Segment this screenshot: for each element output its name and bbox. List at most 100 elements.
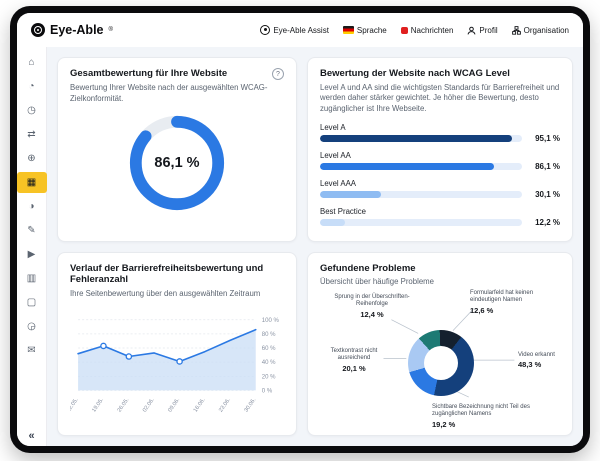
problem-label-visible-name: Sichtbare Bezeichnung nicht Teil des zug… bbox=[432, 404, 556, 429]
svg-text:60 %: 60 % bbox=[262, 346, 276, 352]
sidebar-item-stats[interactable]: ▥ bbox=[26, 273, 37, 284]
device-frame: Eye-Able ® Eye-Able Assist Sprache Nachr… bbox=[10, 6, 590, 453]
wcag-bar-fill bbox=[320, 163, 494, 171]
svg-text:16.06.: 16.06. bbox=[193, 397, 207, 414]
wcag-levels-card: Bewertung der Website nach WCAG Level Le… bbox=[307, 57, 573, 242]
wcag-bar-track bbox=[320, 219, 522, 227]
problem-text: Video erkannt bbox=[518, 351, 555, 358]
wcag-bar-label: Best Practice bbox=[320, 207, 366, 217]
wcag-bar-fill bbox=[320, 135, 513, 143]
sidebar-collapse-button[interactable]: « bbox=[28, 430, 35, 442]
svg-text:26.05.: 26.05. bbox=[117, 397, 131, 414]
problem-label-text-contrast: Textkontrast nicht ausreichend 20,1 % bbox=[322, 348, 386, 373]
sidebar-item-web[interactable]: ⊕ bbox=[27, 153, 36, 164]
svg-text:100 %: 100 % bbox=[262, 318, 280, 324]
sidebar-item-support[interactable]: ✉ bbox=[27, 345, 36, 356]
messages-label: Nachrichten bbox=[410, 25, 454, 35]
problem-label-heading-order: Sprung in der Überschriften-Reihenfolge … bbox=[334, 294, 410, 319]
svg-text:23.06.: 23.06. bbox=[218, 397, 232, 414]
sidebar-item-report[interactable]: ▦ bbox=[17, 172, 47, 193]
wcag-bar-row: Level A 95,1 % bbox=[320, 123, 560, 143]
problem-label-video: Video erkannt 48,3 % bbox=[518, 352, 562, 370]
wcag-card-title: Bewertung der Website nach WCAG Level bbox=[320, 68, 510, 79]
wcag-bar-row: Level AA 86,1 % bbox=[320, 151, 560, 171]
problems-donut[interactable] bbox=[408, 329, 474, 396]
assist-label: Eye-Able Assist bbox=[273, 25, 329, 35]
organisation-label: Organisation bbox=[523, 25, 569, 35]
messages-menu-item[interactable]: Nachrichten bbox=[400, 25, 454, 35]
wcag-bar-track bbox=[320, 135, 522, 143]
language-menu-item[interactable]: Sprache bbox=[342, 26, 387, 35]
wcag-bar-value: 30,1 % bbox=[535, 190, 560, 200]
svg-text:0 %: 0 % bbox=[262, 388, 273, 394]
problems-donut-hole bbox=[424, 345, 458, 380]
wcag-bar-value: 95,1 % bbox=[535, 134, 560, 144]
svg-text:12.05.: 12.05. bbox=[70, 397, 80, 414]
sidebar-item-launch[interactable]: ▶ bbox=[27, 249, 36, 260]
wcag-card-description: Level A und AA sind die wichtigsten Stan… bbox=[320, 82, 560, 113]
sidebar-item-schedule[interactable]: ◶ bbox=[27, 321, 36, 332]
assist-menu-item[interactable]: Eye-Able Assist bbox=[260, 25, 329, 35]
problem-value: 20,1 % bbox=[342, 363, 366, 373]
overall-donut-arc bbox=[129, 115, 225, 211]
dashboard-main: Gesamtbewertung für Ihre Website ? Bewer… bbox=[47, 47, 583, 446]
problem-text: Textkontrast nicht ausreichend bbox=[330, 347, 378, 362]
svg-text:09.06.: 09.06. bbox=[167, 397, 181, 414]
problem-label-form-field: Formularfeld hat keinen eindeutigen Name… bbox=[470, 290, 558, 315]
wcag-bar-fill bbox=[320, 191, 381, 199]
person-icon bbox=[467, 26, 476, 35]
sidebar-item-edit[interactable]: ✎ bbox=[27, 225, 36, 236]
profile-menu-item[interactable]: Profil bbox=[467, 25, 498, 35]
svg-text:02.06.: 02.06. bbox=[142, 397, 156, 414]
german-flag-icon bbox=[342, 26, 354, 34]
overall-score-card: Gesamtbewertung für Ihre Website ? Bewer… bbox=[57, 57, 297, 242]
organisation-menu-item[interactable]: Organisation bbox=[511, 25, 569, 35]
overall-card-subtitle: Bewertung Ihrer Website nach der ausgewä… bbox=[70, 83, 268, 103]
svg-text:40 %: 40 % bbox=[262, 360, 276, 366]
problem-value: 48,3 % bbox=[518, 360, 542, 370]
problem-value: 12,6 % bbox=[470, 305, 494, 315]
problems-card: Gefundene Probleme Übersicht über häufig… bbox=[307, 251, 573, 436]
wcag-bar-value: 86,1 % bbox=[535, 162, 560, 172]
overall-card-title: Gesamtbewertung für Ihre Website bbox=[70, 68, 228, 79]
wcag-bar-track bbox=[320, 163, 522, 171]
svg-text:80 %: 80 % bbox=[262, 332, 276, 338]
svg-text:30.06.: 30.06. bbox=[243, 397, 257, 414]
brand[interactable]: Eye-Able ® bbox=[31, 23, 113, 37]
problem-text: Sichtbare Bezeichnung nicht Teil des zug… bbox=[432, 403, 530, 418]
wcag-bar-track bbox=[320, 191, 522, 199]
history-card-title: Verlauf der Barrierefreiheitsbewertung u… bbox=[70, 262, 264, 286]
history-chart: 0 % 20 % 40 % 60 % 80 % 100 % 12.05. 19.05. 26.0… bbox=[70, 318, 280, 414]
wcag-bars: Level A 95,1 % Level AA 86,1 % Level AAA 30,1… bbox=[320, 123, 560, 227]
problems-card-title: Gefundene Probleme bbox=[320, 262, 416, 274]
registered-mark: ® bbox=[108, 27, 113, 33]
wcag-bar-row: Level AAA 30,1 % bbox=[320, 179, 560, 199]
eye-able-logo-icon bbox=[31, 23, 45, 37]
problem-text: Sprung in der Überschriften-Reihenfolge bbox=[334, 293, 410, 308]
svg-text:20 %: 20 % bbox=[262, 374, 276, 380]
problem-value: 12,4 % bbox=[360, 309, 384, 319]
history-card: Verlauf der Barrierefreiheitsbewertung u… bbox=[57, 251, 297, 436]
problem-value: 19,2 % bbox=[432, 419, 456, 429]
sidebar-item-contrast[interactable]: ◑ bbox=[28, 201, 35, 212]
sidebar-item-home[interactable]: ⌂ bbox=[28, 57, 35, 68]
sidebar-item-history[interactable]: ◷ bbox=[27, 105, 36, 116]
problems-chart-area: Sprung in der Überschriften-Reihenfolge … bbox=[320, 290, 562, 429]
app-window: Eye-Able ® Eye-Able Assist Sprache Nachr… bbox=[17, 13, 583, 446]
wcag-bar-value: 12,2 % bbox=[535, 218, 560, 228]
help-icon[interactable]: ? bbox=[272, 68, 284, 80]
assist-icon bbox=[260, 25, 271, 35]
sidebar-item-translate[interactable]: ⇄ bbox=[27, 129, 36, 140]
sidebar-item-dashboard[interactable]: ◔ bbox=[28, 81, 35, 92]
sidebar-items: ⌂ ◔ ◷ ⇄ ⊕ ▦ ◑ ✎ ▶ ▥ ▢ ◶ ✉ bbox=[17, 52, 47, 361]
wcag-bar-fill bbox=[320, 219, 345, 227]
wcag-bar-label: Level A bbox=[320, 123, 346, 133]
notification-badge-icon bbox=[400, 26, 408, 34]
wcag-bar-label: Level AA bbox=[320, 151, 351, 161]
topbar: Eye-Able ® Eye-Able Assist Sprache Nachr… bbox=[17, 13, 583, 47]
sidebar: ⌂ ◔ ◷ ⇄ ⊕ ▦ ◑ ✎ ▶ ▥ ▢ ◶ ✉ « bbox=[17, 47, 47, 446]
sidebar-item-documents[interactable]: ▢ bbox=[26, 297, 37, 308]
profile-label: Profil bbox=[479, 25, 498, 35]
wcag-bar-row: Best Practice 12,2 % bbox=[320, 207, 560, 227]
overall-score-value: 86,1 % bbox=[154, 155, 200, 172]
